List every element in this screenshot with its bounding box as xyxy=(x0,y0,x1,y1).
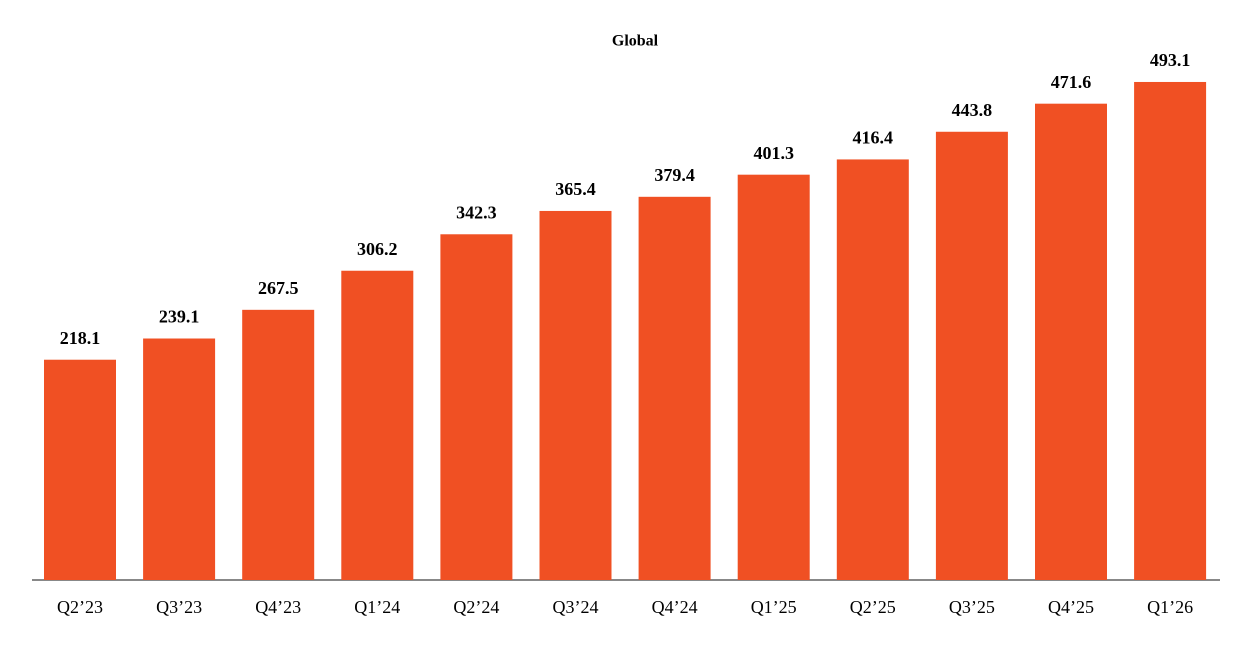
x-tick-label: Q2’23 xyxy=(57,597,103,617)
value-label: 239.1 xyxy=(159,307,200,327)
x-tick-label: Q2’25 xyxy=(850,597,896,617)
bar xyxy=(341,270,414,580)
value-label: 267.5 xyxy=(258,278,299,298)
value-label: 218.1 xyxy=(60,328,101,348)
bar xyxy=(242,309,315,580)
x-tick-label: Q4’23 xyxy=(255,597,301,617)
x-tick-label: Q2’24 xyxy=(453,597,499,617)
bar xyxy=(440,234,513,581)
bar xyxy=(143,338,216,580)
chart-title: Global xyxy=(612,33,659,50)
bar xyxy=(737,174,810,580)
x-tick-label: Q3’25 xyxy=(949,597,995,617)
value-label: 306.2 xyxy=(357,239,398,259)
x-tick-label: Q1’24 xyxy=(354,597,400,617)
x-tick-label: Q3’23 xyxy=(156,597,202,617)
bar xyxy=(935,131,1008,580)
x-tick-label: Q1’26 xyxy=(1147,597,1193,617)
bar xyxy=(836,159,909,580)
bar xyxy=(1035,103,1107,581)
value-label: 443.8 xyxy=(952,100,993,120)
value-label: 365.4 xyxy=(555,179,596,199)
value-label: 493.1 xyxy=(1150,50,1191,70)
value-label: 401.3 xyxy=(753,143,794,163)
x-tick-label: Q3’24 xyxy=(553,597,599,617)
value-label: 471.6 xyxy=(1051,72,1092,92)
bar xyxy=(1134,81,1207,581)
value-label: 342.3 xyxy=(456,202,497,222)
value-label: 379.4 xyxy=(654,165,695,185)
bar xyxy=(539,210,612,581)
bar xyxy=(638,196,711,580)
x-tick-label: Q1’25 xyxy=(751,597,797,617)
value-label: 416.4 xyxy=(853,128,894,148)
x-tick-label: Q4’25 xyxy=(1048,597,1094,617)
bar xyxy=(44,359,116,580)
x-tick-label: Q4’24 xyxy=(652,597,698,617)
